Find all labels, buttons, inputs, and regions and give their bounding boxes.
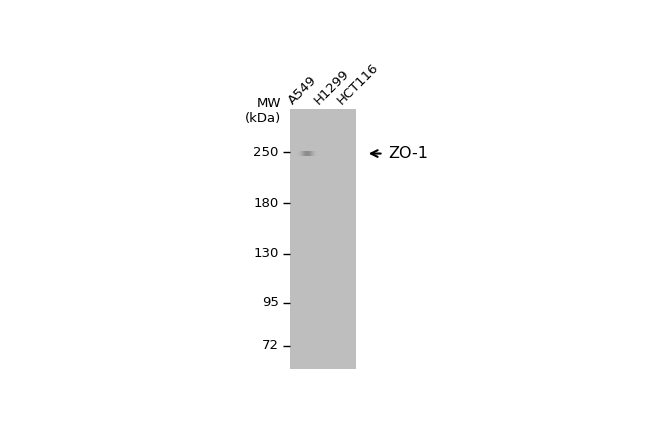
Text: 95: 95 — [262, 296, 279, 309]
Text: MW
(kDa): MW (kDa) — [245, 97, 281, 124]
Text: 130: 130 — [254, 247, 279, 260]
Text: 72: 72 — [262, 339, 279, 352]
Text: 180: 180 — [254, 197, 279, 210]
Text: ZO-1: ZO-1 — [389, 146, 428, 161]
Bar — [291, 109, 356, 369]
Text: H1299: H1299 — [311, 68, 352, 108]
Text: HCT116: HCT116 — [335, 61, 382, 108]
Text: A549: A549 — [286, 74, 320, 108]
Text: 250: 250 — [254, 146, 279, 159]
